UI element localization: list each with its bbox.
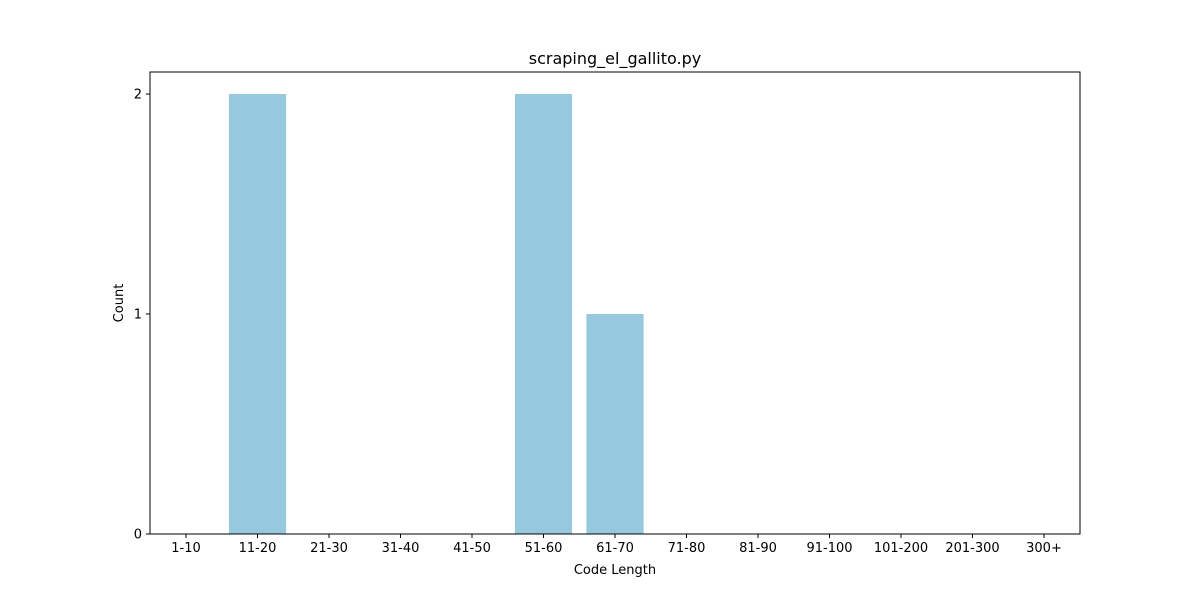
x-tick-label: 41-50	[453, 541, 491, 556]
x-tick-label: 11-20	[239, 541, 277, 556]
x-axis: 1-10 11-20 21-30 31-40 41-50 51-60 61-70 71-80 8…	[171, 534, 1062, 556]
x-tick-label: 300+	[1026, 541, 1062, 556]
bars-group	[228, 94, 644, 534]
x-tick-label: 81-90	[739, 541, 777, 556]
x-tick-label: 51-60	[525, 541, 563, 556]
y-axis: 0 1 2	[134, 88, 150, 543]
x-axis-label: Code Length	[574, 563, 656, 578]
bar-61-70	[586, 314, 644, 534]
y-axis-label: Count	[112, 284, 127, 323]
y-tick-label: 0	[134, 528, 142, 543]
x-tick-label: 201-300	[945, 541, 999, 556]
x-tick-label: 101-200	[874, 541, 928, 556]
y-tick-label: 1	[134, 308, 142, 323]
x-tick-label: 1-10	[171, 541, 201, 556]
x-tick-label: 61-70	[596, 541, 634, 556]
y-tick-label: 2	[134, 88, 142, 103]
bar-51-60	[514, 94, 573, 534]
bar-11-20	[228, 94, 287, 534]
x-tick-label: 31-40	[382, 541, 420, 556]
x-tick-label: 21-30	[310, 541, 348, 556]
x-tick-label: 71-80	[668, 541, 706, 556]
chart-title: scraping_el_gallito.py	[529, 49, 702, 69]
x-tick-label: 91-100	[806, 541, 852, 556]
